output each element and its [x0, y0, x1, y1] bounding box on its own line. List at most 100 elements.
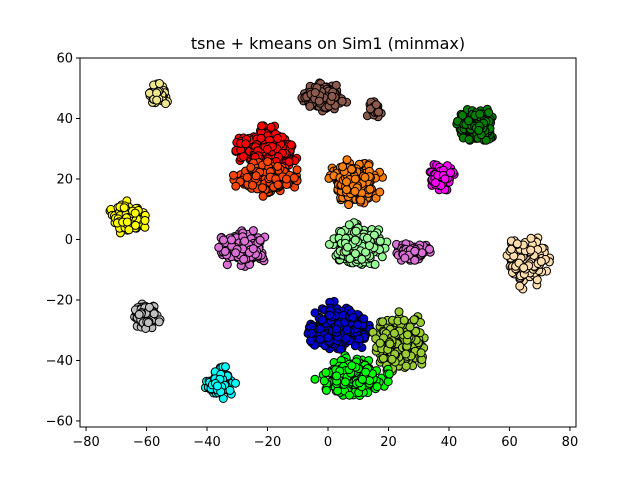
- scatter-point-cluster-3: [475, 109, 485, 119]
- scatter-point-cluster-10: [343, 242, 353, 252]
- scatter-point-cluster-15: [403, 330, 412, 340]
- scatter-point-cluster-3: [484, 108, 494, 118]
- scatter-point-cluster-6: [360, 172, 370, 182]
- scatter-point-cluster-10: [357, 254, 367, 264]
- scatter-point-cluster-14: [310, 308, 320, 318]
- scatter-point-cluster-0: [161, 99, 171, 109]
- scatter-point-cluster-8: [124, 225, 134, 235]
- y-tick-label: −60: [46, 414, 73, 429]
- scatter-point-cluster-9: [239, 254, 249, 264]
- scatter-point-cluster-16: [319, 376, 329, 386]
- scatter-point-cluster-12: [526, 245, 536, 255]
- scatter-point-cluster-9: [231, 248, 241, 258]
- scatter-point-cluster-6: [375, 187, 385, 197]
- scatter-point-cluster-3: [464, 135, 474, 144]
- chart-title: tsne + kmeans on Sim1 (minmax): [191, 34, 465, 53]
- scatter-point-cluster-8: [122, 217, 132, 227]
- scatter-point-cluster-10: [324, 239, 334, 249]
- scatter-point-cluster-15: [375, 338, 385, 348]
- scatter-point-cluster-12: [526, 233, 536, 243]
- scatter-point-cluster-7: [446, 168, 455, 178]
- scatter-point-cluster-16: [310, 374, 320, 384]
- scatter-point-cluster-11: [417, 248, 427, 258]
- scatter-point-cluster-12: [519, 263, 529, 273]
- scatter-point-cluster-9: [248, 244, 258, 254]
- scatter-point-cluster-3: [464, 116, 474, 126]
- scatter-point-cluster-10: [351, 226, 361, 236]
- scatter-point-cluster-16: [383, 377, 393, 387]
- scatter-point-cluster-8: [119, 203, 129, 213]
- scatter-point-cluster-1: [314, 96, 324, 106]
- scatter-point-cluster-6: [347, 164, 357, 174]
- scatter-point-cluster-14: [317, 315, 327, 325]
- y-tick-label: 60: [56, 52, 73, 67]
- scatter-point-cluster-5: [229, 170, 238, 180]
- scatter-point-cluster-15: [389, 328, 399, 338]
- scatter-point-cluster-6: [356, 195, 366, 205]
- scatter-point-cluster-11: [400, 253, 410, 263]
- scatter-point-cluster-15: [378, 317, 388, 327]
- scatter-point-cluster-5: [289, 173, 299, 183]
- scatter-point-cluster-17: [213, 381, 222, 391]
- scatter-point-cluster-5: [251, 171, 261, 181]
- scatter-point-cluster-6: [338, 162, 348, 172]
- scatter-point-cluster-2: [374, 107, 383, 117]
- scatter-point-cluster-6: [350, 174, 360, 184]
- scatter-point-cluster-0: [155, 79, 164, 88]
- scatter-point-cluster-10: [350, 235, 360, 245]
- scatter-point-cluster-10: [344, 220, 354, 230]
- scatter-point-cluster-15: [385, 339, 395, 349]
- scatter-point-cluster-10: [361, 247, 371, 257]
- scatter-point-cluster-3: [481, 135, 491, 145]
- scatter-point-cluster-13: [154, 317, 164, 327]
- scatter-point-cluster-14: [315, 334, 325, 344]
- scatter-point-cluster-1: [310, 88, 320, 98]
- scatter-point-cluster-4: [241, 139, 251, 149]
- scatter-point-cluster-9: [255, 235, 265, 245]
- scatter-point-cluster-12: [512, 239, 522, 249]
- scatter-point-cluster-14: [354, 334, 364, 344]
- scatter-point-cluster-4: [262, 144, 272, 154]
- scatter-point-cluster-16: [321, 368, 331, 377]
- scatter-point-cluster-6: [365, 184, 375, 194]
- scatter-point-cluster-15: [401, 361, 411, 371]
- scatter-point-cluster-11: [425, 244, 434, 254]
- x-tick-label: −60: [133, 435, 160, 450]
- scatter-point-cluster-5: [231, 181, 241, 191]
- scatter-point-cluster-16: [384, 369, 394, 379]
- y-tick-label: 0: [65, 233, 73, 248]
- scatter-points: [105, 78, 555, 403]
- scatter-point-cluster-14: [342, 325, 352, 335]
- scatter-point-cluster-10: [362, 233, 372, 243]
- scatter-point-cluster-16: [345, 390, 354, 400]
- scatter-point-cluster-16: [333, 386, 343, 396]
- scatter-point-cluster-15: [394, 307, 404, 317]
- scatter-point-cluster-16: [357, 374, 367, 384]
- scatter-point-cluster-4: [266, 122, 276, 132]
- scatter-point-cluster-13: [134, 310, 144, 319]
- scatter-point-cluster-15: [399, 315, 409, 325]
- scatter-point-cluster-2: [371, 100, 381, 110]
- x-tick-label: −20: [254, 435, 281, 450]
- scatter-point-cluster-14: [307, 328, 316, 338]
- x-tick-label: 40: [441, 435, 458, 450]
- scatter-point-cluster-16: [361, 367, 371, 377]
- scatter-point-cluster-14: [325, 310, 335, 320]
- scatter-point-cluster-14: [306, 336, 315, 346]
- scatter-point-cluster-10: [350, 249, 360, 259]
- scatter-point-cluster-11: [410, 246, 420, 256]
- scatter-point-cluster-15: [409, 315, 419, 325]
- scatter-point-cluster-8: [140, 216, 150, 225]
- scatter-point-cluster-10: [370, 259, 380, 269]
- scatter-point-cluster-5: [258, 191, 268, 201]
- scatter-point-cluster-13: [144, 302, 154, 312]
- scatter-point-cluster-1: [305, 101, 315, 111]
- scatter-point-cluster-5: [292, 165, 302, 175]
- scatter-point-cluster-9: [220, 246, 230, 256]
- scatter-point-cluster-14: [353, 320, 363, 330]
- scatter-point-cluster-4: [286, 140, 296, 150]
- scatter-point-cluster-5: [282, 174, 291, 184]
